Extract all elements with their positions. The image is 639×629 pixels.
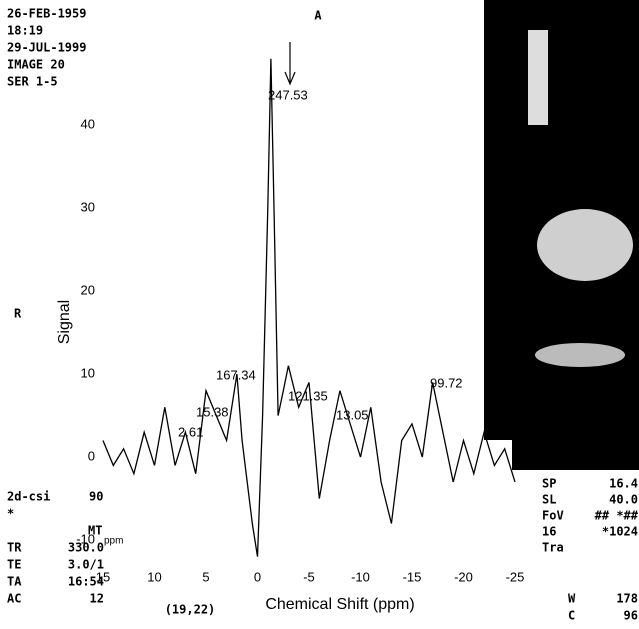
sequence-text: 90 [89, 490, 103, 504]
right-name: SP [542, 477, 556, 491]
window-name: C [568, 609, 575, 623]
x-axis-label: Chemical Shift (ppm) [265, 596, 414, 613]
param-name: TA [7, 575, 22, 589]
spectrum-line [102, 58, 516, 557]
info-text: 29-JUL-1999 [7, 41, 86, 55]
right-name: 16 [542, 525, 556, 539]
peak-label: 99.72 [430, 375, 463, 390]
right-value: 16.4 [609, 477, 638, 491]
sequence-text: 2d-csi [7, 490, 50, 504]
voxel: (19,22) [165, 603, 216, 617]
y-axis-label: Signal [56, 300, 73, 344]
sequence-text: * [7, 507, 14, 521]
arrow-head [284, 71, 296, 86]
sequence-text: MT [88, 524, 102, 538]
right-name: Tra [542, 541, 564, 555]
peak-label: ppm [104, 536, 123, 547]
param-name: AC [7, 592, 21, 606]
orientation-top: A [314, 9, 322, 23]
right-value: *1024 [602, 525, 638, 539]
y-tick-label: 10 [81, 366, 95, 381]
x-tick-label: -5 [303, 569, 315, 584]
right-value: 40.0 [609, 493, 638, 507]
param-value: 3.0/1 [68, 558, 104, 572]
info-text: SER 1-5 [7, 75, 58, 89]
peak-label: 13.05 [336, 407, 369, 422]
info-text: IMAGE 20 [7, 58, 65, 72]
right-name: SL [542, 493, 556, 507]
y-tick-label: 20 [81, 283, 95, 298]
peak-label: 167.34 [216, 367, 256, 382]
param-value: 12 [90, 592, 104, 606]
param-name: TR [7, 541, 22, 555]
info-text: 26-FEB-1959 [7, 7, 86, 21]
right-value: ## *## [595, 509, 639, 523]
scout-image-edge [512, 440, 639, 470]
scout-coronal [535, 343, 625, 367]
scout-axial [537, 209, 633, 281]
orientation-left: R [14, 307, 22, 321]
x-tick-label: 0 [254, 569, 261, 584]
y-tick-label: 0 [88, 449, 95, 464]
x-tick-label: 15 [96, 569, 110, 584]
x-tick-label: -20 [454, 569, 473, 584]
y-tick-label: -10 [76, 532, 95, 547]
scout-sagittal [528, 30, 548, 125]
window-value: 178 [616, 592, 638, 606]
info-text: 18:19 [7, 24, 43, 38]
param-name: TE [7, 558, 21, 572]
x-tick-label: -10 [351, 569, 370, 584]
param-value: 330.0 [68, 541, 104, 555]
peak-label: 2.61 [178, 424, 203, 439]
peak-label: 15.38 [196, 404, 229, 419]
param-value: 16:54 [68, 575, 104, 589]
x-tick-label: -15 [403, 569, 422, 584]
window-value: 96 [624, 609, 638, 623]
y-tick-label: 30 [81, 200, 95, 215]
y-tick-label: 40 [81, 117, 95, 132]
right-name: FoV [542, 509, 564, 523]
window-name: W [568, 592, 576, 606]
x-tick-label: 10 [147, 569, 161, 584]
x-tick-label: 5 [202, 569, 209, 584]
peak-label: 121.35 [288, 388, 328, 403]
x-tick-label: -25 [506, 569, 525, 584]
peak-label: 247.53 [268, 87, 308, 102]
